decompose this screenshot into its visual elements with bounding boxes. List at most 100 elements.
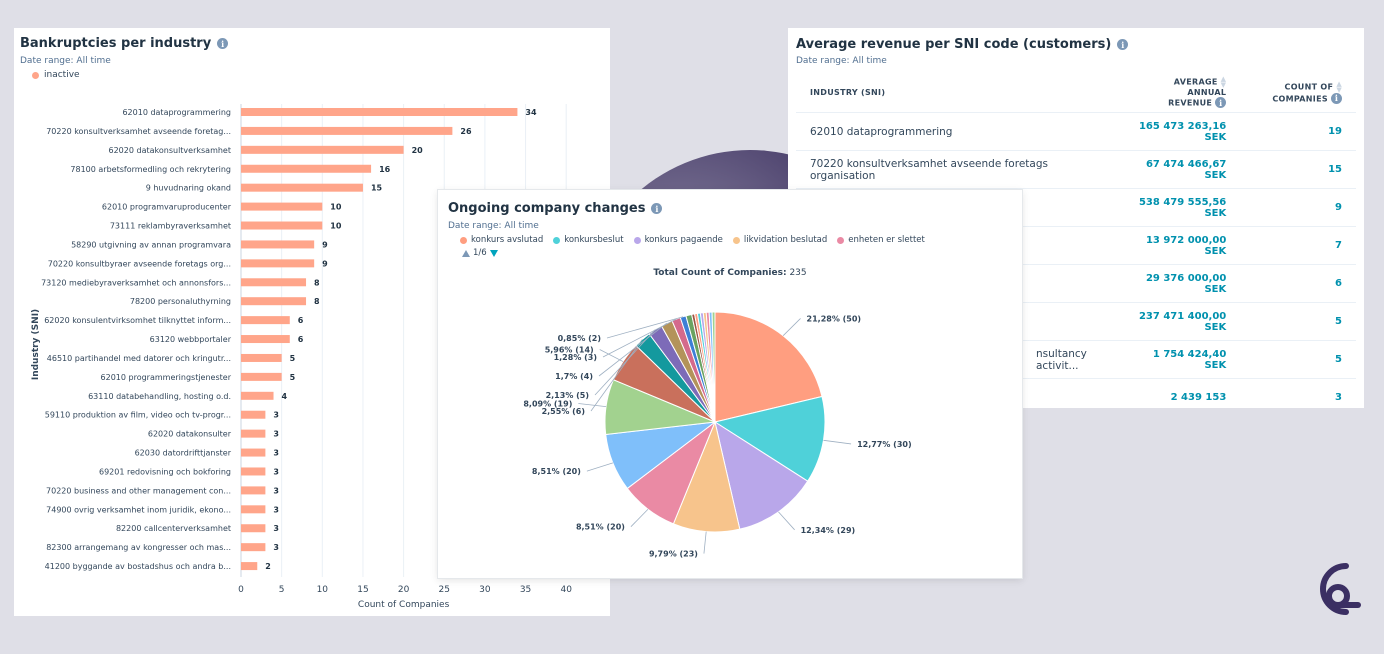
bar[interactable] (241, 221, 323, 230)
pie-date-range[interactable]: Date range: All time (448, 221, 539, 231)
info-icon[interactable]: i (1215, 97, 1227, 108)
pie-total: Total Count of Companies: 235 (438, 268, 1022, 278)
bar[interactable] (241, 183, 363, 192)
bar-value-label: 5 (290, 373, 296, 382)
legend-dot (837, 236, 845, 244)
y-tick-label: 9 huvudnaring okand (146, 184, 231, 193)
info-icon[interactable]: i (1117, 39, 1129, 50)
bar-legend[interactable]: inactive (32, 70, 80, 80)
pie-slice[interactable] (713, 395, 826, 482)
pager-next-icon[interactable] (489, 249, 498, 257)
pager-prev-icon[interactable] (462, 249, 470, 257)
table-row[interactable]: 62010 dataprogrammering 165 473 263,16 SEK… (796, 112, 1356, 151)
bar-value-label: 6 (298, 316, 304, 325)
col-count-header[interactable]: COUNT OF ▲ ▼ COMPANIES i (1240, 72, 1356, 113)
table-card-title-row: Average revenue per SNI code (customers)… (796, 37, 1129, 52)
count-cell: 3 (1240, 378, 1356, 408)
pie-legend-label: enheten er slettet (848, 235, 925, 245)
col-industry-header[interactable]: INDUSTRY (SNI) (796, 72, 1101, 113)
pie-label-line (590, 339, 643, 412)
industry-cell: 70220 konsultverksamhet avseende foretag… (796, 150, 1101, 189)
x-tick-label: 5 (279, 585, 285, 595)
table-date-range[interactable]: Date range: All time (796, 56, 887, 66)
revenue-cell: 538 479 555,56 SEK (1100, 188, 1241, 227)
sort-icon[interactable]: ▲ ▼ (1336, 79, 1342, 94)
legend-dot (553, 236, 561, 244)
bar[interactable] (241, 429, 266, 438)
y-axis-label: Industry (SNI) (31, 309, 41, 380)
table-header-row: INDUSTRY (SNI) AVERAGE ▲ ▼ ANNUAL REVENUE … (796, 72, 1356, 113)
bar[interactable] (241, 108, 518, 116)
bar[interactable] (241, 164, 372, 173)
y-tick-label: 69201 redovisning och bokforing (99, 467, 231, 476)
bar-legend-label: inactive (44, 70, 80, 80)
y-tick-label: 73120 mediebyraverksamhet och annonsfors… (41, 278, 231, 287)
bar[interactable] (241, 240, 315, 249)
y-tick-label: 82200 callcenterverksamhet (116, 524, 231, 533)
pie-data-label: 8,09% (19) (523, 400, 572, 409)
bar[interactable] (241, 126, 453, 135)
bar[interactable] (241, 316, 290, 325)
table-row[interactable]: 70220 konsultverksamhet avseende foretag… (796, 150, 1356, 189)
bar[interactable] (241, 297, 307, 306)
bar[interactable] (241, 448, 266, 457)
bar[interactable] (241, 467, 266, 476)
bar-date-range[interactable]: Date range: All time (20, 56, 111, 66)
revenue-cell: 237 471 400,00 SEK (1100, 302, 1241, 341)
bar[interactable] (241, 372, 282, 381)
pie-slice[interactable] (711, 311, 716, 423)
bar[interactable] (241, 353, 282, 362)
pie-legend-item[interactable]: enheten er slettet (837, 235, 925, 245)
count-cell: 5 (1240, 340, 1356, 379)
pie-label-line (578, 403, 607, 408)
col-revenue-line3: REVENUE (1168, 98, 1213, 108)
bar[interactable] (241, 505, 266, 514)
bar[interactable] (241, 410, 266, 419)
bar[interactable] (241, 524, 266, 533)
bar-value-label: 8 (314, 278, 320, 287)
bar-value-label: 6 (298, 335, 304, 344)
count-cell: 6 (1240, 264, 1356, 303)
info-icon[interactable]: i (651, 203, 663, 214)
pie-legend-label: likvidation beslutad (743, 235, 828, 245)
pie-label-line (586, 462, 614, 472)
bar[interactable] (241, 543, 266, 552)
col-revenue-header[interactable]: AVERAGE ▲ ▼ ANNUAL REVENUE i (1100, 72, 1241, 113)
count-cell: 7 (1240, 226, 1356, 265)
pie-legend-item[interactable]: konkursbeslut (553, 235, 624, 245)
pie-slice[interactable] (714, 311, 823, 423)
pie-data-label: 2,55% (6) (542, 407, 585, 416)
y-tick-label: 62020 datakonsultverksamhet (109, 146, 232, 155)
bar[interactable] (241, 202, 323, 211)
brand-logo (1320, 563, 1361, 615)
pie-legend: konkurs avslutad konkursbeslut konkurs pag… (460, 235, 925, 245)
y-tick-label: 78200 personaluthyrning (130, 297, 231, 306)
bar[interactable] (241, 562, 258, 571)
legend-dot (732, 236, 740, 244)
bar[interactable] (241, 278, 307, 287)
bar[interactable] (241, 145, 404, 154)
bar[interactable] (241, 259, 315, 268)
x-tick-label: 40 (560, 585, 572, 595)
y-tick-label: 74900 ovrig verksamhet inom juridik, eko… (46, 505, 231, 514)
pie-legend-item[interactable]: likvidation beslutad (732, 235, 828, 245)
bar[interactable] (241, 486, 266, 495)
revenue-cell: 1 754 424,40 SEK (1100, 340, 1241, 379)
bar-value-label: 34 (525, 108, 537, 117)
pie-label-line (594, 329, 656, 396)
bar-value-label: 9 (322, 240, 328, 249)
pie-legend-item[interactable]: konkurs avslutad (460, 235, 543, 245)
sort-icon[interactable]: ▲ ▼ (1220, 75, 1227, 89)
y-tick-label: 62020 datakonsulter (148, 430, 232, 439)
y-tick-label: 62020 konsulentvirksomhet tilknyttet inf… (44, 316, 231, 325)
bar[interactable] (241, 391, 274, 400)
y-tick-label: 63110 databehandling, hosting o.d. (88, 392, 231, 401)
pie-legend-item[interactable]: konkurs pagaende (633, 235, 723, 245)
info-icon[interactable]: i (217, 38, 229, 49)
bar-value-label: 4 (282, 392, 288, 401)
bar[interactable] (241, 335, 290, 344)
pager-label: 1/6 (473, 248, 487, 258)
info-icon[interactable]: i (1331, 92, 1342, 104)
pie-data-label: 8,51% (20) (576, 523, 625, 532)
